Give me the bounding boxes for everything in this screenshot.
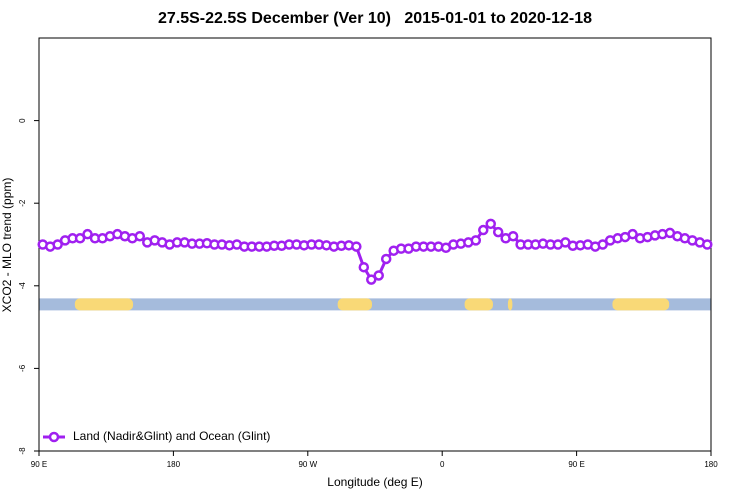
x-tick-label: 90 E: [568, 460, 584, 469]
point: [492, 226, 504, 238]
ocean-band: [39, 298, 711, 311]
point: [702, 239, 713, 250]
point: [470, 235, 482, 246]
y-tick-label: -4: [18, 282, 27, 290]
x-tick-label: 90 W: [298, 460, 317, 469]
land-segment: [464, 298, 493, 311]
y-axis-label: XCO2 - MLO trend (ppm): [0, 178, 14, 313]
point: [52, 239, 63, 250]
y-tick-label: 0: [18, 118, 27, 123]
x-tick-label: 90 E: [31, 460, 47, 469]
x-tick-label: 0: [440, 460, 445, 469]
chart-title: 27.5S-22.5S December (Ver 10) 2015-01-01…: [158, 10, 592, 27]
x-tick-label: 180: [704, 460, 718, 469]
point: [82, 228, 93, 240]
y-tick-label: -8: [18, 447, 27, 455]
point: [134, 230, 146, 242]
land-segment: [74, 298, 134, 311]
land-segment: [612, 298, 670, 311]
point: [507, 230, 519, 242]
legend-marker: [48, 431, 60, 443]
point: [373, 270, 384, 281]
x-tick-label: 180: [167, 460, 181, 469]
point: [366, 274, 377, 285]
point: [358, 261, 370, 273]
y-tick-label: -6: [18, 364, 27, 372]
point: [485, 218, 496, 230]
x-axis-label: Longitude (deg E): [327, 475, 422, 489]
point: [597, 239, 608, 250]
land-segment: [337, 298, 373, 311]
legend-label: Land (Nadir&Glint) and Ocean (Glint): [73, 429, 270, 443]
point: [351, 241, 362, 252]
land-segment: [507, 298, 513, 311]
point: [380, 253, 392, 265]
point: [478, 224, 489, 236]
point: [627, 228, 638, 240]
y-tick-label: -2: [18, 199, 27, 207]
point: [74, 233, 86, 244]
